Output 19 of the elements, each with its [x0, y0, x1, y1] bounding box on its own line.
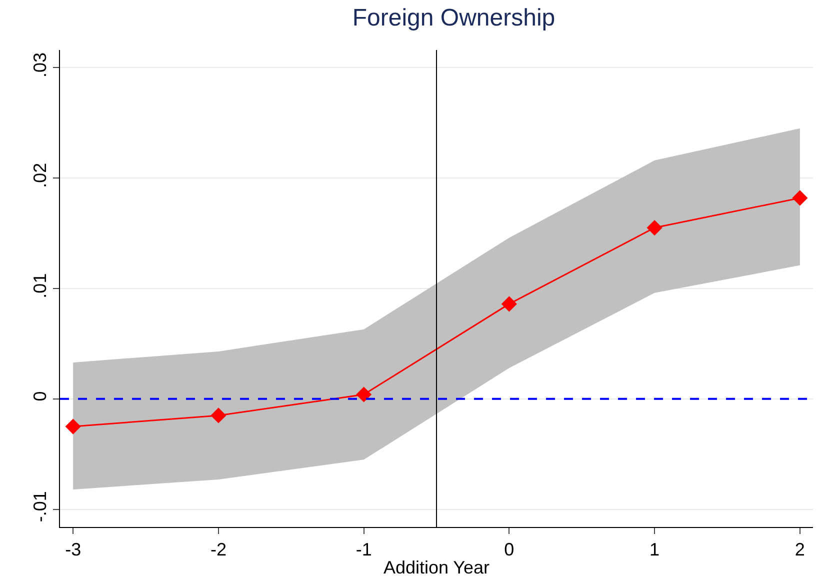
x-axis-title: Addition Year	[383, 558, 490, 578]
y-tick-label: .01	[30, 273, 50, 298]
x-tick-label: 0	[504, 540, 514, 560]
y-tick-label: .02	[30, 162, 50, 188]
point	[65, 418, 81, 434]
x-tick-label: -1	[356, 540, 372, 560]
point	[210, 408, 226, 424]
y-tick-label: 0	[30, 391, 50, 402]
y-tick-label: .03	[30, 52, 50, 78]
x-tick-label: -2	[210, 540, 226, 560]
point	[792, 190, 808, 206]
point	[646, 220, 662, 236]
x-tick-label: 1	[650, 540, 660, 560]
y-tick-label: -.01	[30, 491, 50, 522]
chart-title: Foreign Ownership	[352, 4, 556, 32]
point	[501, 296, 517, 312]
x-tick-label: -3	[65, 540, 82, 560]
x-tick-label: 2	[794, 540, 805, 560]
point	[356, 386, 372, 402]
